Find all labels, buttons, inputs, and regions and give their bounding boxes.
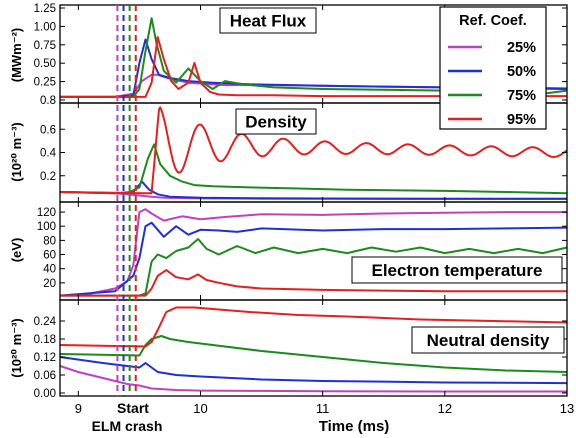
y-tick-label: 40 bbox=[43, 264, 56, 276]
panel-electron-temperature: 20 40 60 80 100 120 (eV) Electron temperature bbox=[9, 201, 568, 301]
panel-title: Electron temperature bbox=[372, 261, 543, 280]
y-tick-label: 1.25 bbox=[34, 3, 56, 15]
series-line-neutral-density-95 bbox=[59, 306, 568, 348]
y-tick-label: 0.50 bbox=[34, 58, 56, 70]
y-axis-label: (MWm⁻²) bbox=[9, 28, 24, 83]
y-tick-label: 0.06 bbox=[34, 370, 56, 382]
y-axis-label: (10²⁰ m⁻³) bbox=[9, 122, 24, 182]
panel-frame bbox=[59, 299, 568, 397]
x-tick-label: 11 bbox=[316, 401, 330, 416]
x-tick-label: 13 bbox=[560, 401, 574, 416]
x-axis-label: Time (ms) bbox=[319, 418, 390, 435]
x-tick-label: 10 bbox=[193, 401, 207, 416]
series-line-heat-flux-75 bbox=[60, 17, 568, 98]
y-tick-label: 0.24 bbox=[34, 316, 57, 328]
panel-neutral-density: 0.00 0.06 0.12 0.18 0.24 (10²⁰ m⁻³) Neutral de… bbox=[9, 299, 568, 400]
panel-title-box bbox=[411, 326, 565, 354]
legend-label-50: 50% bbox=[507, 64, 536, 80]
panel-title: Density bbox=[245, 113, 307, 132]
x-tick-label: 9 bbox=[75, 401, 82, 416]
series-line-neutral-density-75 bbox=[59, 335, 568, 373]
panel-title-box bbox=[351, 256, 563, 284]
panel-title-box bbox=[219, 7, 317, 34]
series-line-electron-temperature-75 bbox=[60, 238, 568, 297]
panel-density: 0.2 0.4 0.6 (10²⁰ m⁻³) Density bbox=[9, 102, 568, 203]
y-axis-label: (eV) bbox=[9, 238, 24, 263]
y-tick-label: 100 bbox=[37, 221, 56, 233]
legend-label-95: 95% bbox=[507, 112, 536, 128]
panel-title-box bbox=[235, 108, 317, 135]
y-tick-label: 120 bbox=[37, 207, 56, 219]
legend-label-25: 25% bbox=[507, 40, 536, 56]
y-tick-label: 0.18 bbox=[34, 334, 56, 346]
series-line-electron-temperature-50 bbox=[59, 221, 568, 297]
series-line-electron-temperature-95 bbox=[60, 269, 567, 297]
y-tick-label: 1.00 bbox=[34, 21, 56, 33]
y-tick-label: 0.12 bbox=[34, 352, 56, 364]
y-tick-label: 0.4 bbox=[40, 148, 57, 160]
y-tick-label: 0.2 bbox=[40, 171, 56, 183]
series-line-heat-flux-95 bbox=[60, 36, 567, 98]
y-tick-label: 0.25 bbox=[34, 77, 56, 89]
series-line-density-95 bbox=[59, 106, 568, 195]
y-tick-label: 60 bbox=[43, 250, 56, 262]
y-tick-label: 0.00 bbox=[34, 388, 56, 400]
panel-title: Heat Flux bbox=[230, 12, 307, 31]
y-axis-label: (10²⁰ m⁻³) bbox=[9, 318, 24, 378]
panel-title: Neutral density bbox=[427, 331, 550, 350]
x-tick-label: 12 bbox=[438, 401, 452, 416]
series-line-density-75 bbox=[59, 143, 568, 195]
legend-box bbox=[439, 6, 547, 130]
legend-label-75: 75% bbox=[507, 88, 536, 104]
series-line-neutral-density-25 bbox=[59, 365, 567, 393]
legend-title: Ref. Coef. bbox=[459, 13, 527, 29]
y-tick-label: 0.8 bbox=[40, 95, 56, 107]
y-tick-label: 80 bbox=[43, 235, 56, 247]
y-tick-label: 0.75 bbox=[34, 40, 56, 52]
y-tick-label: 20 bbox=[43, 278, 56, 290]
y-tick-label: 0.6 bbox=[40, 124, 56, 136]
annotation-start: Start bbox=[117, 400, 149, 416]
annotation-elm-crash: ELM crash bbox=[92, 418, 163, 434]
